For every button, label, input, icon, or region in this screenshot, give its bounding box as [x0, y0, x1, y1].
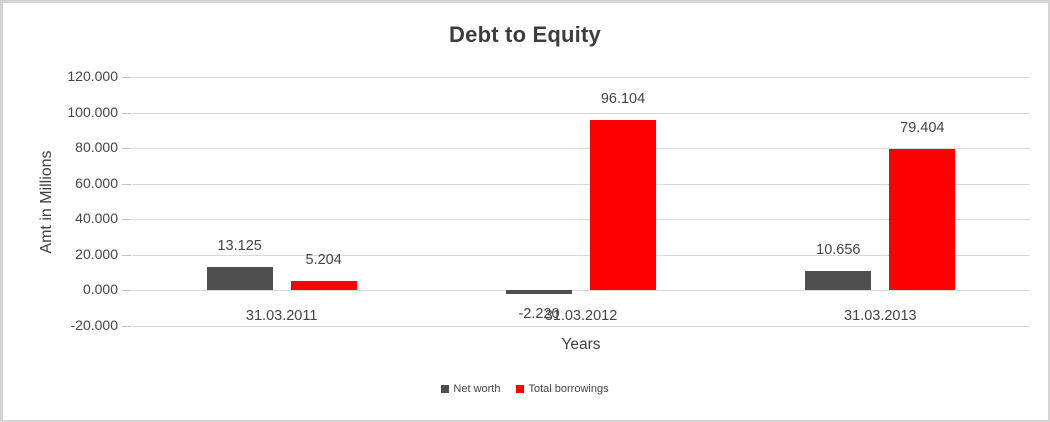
data-label-net-worth-31-03-2011: 13.125: [217, 238, 262, 255]
bar-total-borrowings-31-03-2012: [590, 119, 656, 291]
data-label-total-borrowings-31-03-2013: 79.404: [900, 120, 945, 137]
chart-title: Debt to Equity: [449, 22, 601, 47]
bar-total-borrowings-31-03-2013: [889, 149, 956, 291]
bar-total-borrowings-31-03-2011: [290, 281, 357, 291]
legend-swatch-icon: [441, 385, 450, 393]
y-axis-tick-label: 40.000: [75, 210, 118, 226]
legend-label: Total borrowings: [528, 383, 609, 395]
gridline: [132, 77, 1030, 78]
x-axis-category-label: 31.03.2013: [844, 308, 917, 324]
x-axis-category-label: 31.03.2011: [245, 308, 318, 324]
y-axis-tick: [122, 290, 131, 291]
gridline: [132, 219, 1030, 220]
data-label-net-worth-31-03-2013: 10.656: [816, 242, 861, 259]
bar-net-worth-31-03-2012: [506, 290, 572, 295]
legend-item-net-worth: Net worth: [441, 383, 500, 395]
legend-item-total-borrowings: Total borrowings: [516, 383, 609, 395]
y-axis-tick: [122, 113, 131, 114]
y-axis-tick: [122, 326, 131, 327]
bar-net-worth-31-03-2011: [206, 267, 273, 291]
gridline: [132, 148, 1030, 149]
gridline: [132, 184, 1030, 185]
y-axis-tick: [122, 219, 131, 220]
x-axis-category-label: 31.03.2012: [544, 308, 618, 324]
gridline: [132, 326, 1030, 327]
y-axis-tick: [122, 255, 131, 256]
y-axis-tick: [122, 148, 131, 149]
y-axis-tick-label: 80.000: [75, 139, 118, 155]
bar-net-worth-31-03-2013: [805, 271, 872, 291]
y-axis-tick: [122, 77, 131, 78]
y-axis-tick-label: -20.000: [70, 317, 118, 333]
legend-label: Net worth: [453, 383, 501, 395]
y-axis-tick-label: 60.000: [75, 175, 118, 191]
legend-swatch-icon: [516, 385, 525, 393]
data-label-total-borrowings-31-03-2011: 5.204: [305, 252, 342, 269]
x-axis-title: Years: [561, 336, 601, 353]
gridline: [132, 290, 1030, 291]
legend: Net worth Total borrowings: [0, 383, 1050, 395]
gridline: [132, 255, 1030, 256]
y-axis-tick-label: 20.000: [75, 246, 118, 262]
y-axis-tick: [122, 184, 131, 185]
y-axis-tick-label: 100.000: [67, 104, 118, 120]
data-label-net-worth-31-03-2012: -2.220: [518, 306, 560, 323]
data-label-total-borrowings-31-03-2012: 96.104: [600, 90, 646, 107]
y-axis-tick-label: 0.000: [82, 281, 118, 297]
gridline: [132, 113, 1030, 114]
y-axis-tick-label: 120.000: [67, 68, 118, 84]
